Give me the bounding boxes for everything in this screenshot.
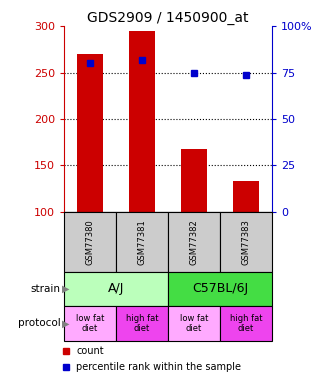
- Text: GSM77381: GSM77381: [138, 219, 147, 265]
- Title: GDS2909 / 1450900_at: GDS2909 / 1450900_at: [87, 11, 249, 25]
- Bar: [116, 212, 168, 272]
- Bar: [64, 306, 116, 341]
- Text: GSM77382: GSM77382: [189, 219, 198, 265]
- Bar: [129, 31, 155, 212]
- Text: A/J: A/J: [108, 282, 124, 295]
- Text: GSM77380: GSM77380: [85, 219, 94, 265]
- Text: percentile rank within the sample: percentile rank within the sample: [76, 362, 242, 372]
- Text: count: count: [76, 346, 104, 356]
- Bar: [168, 272, 272, 306]
- Bar: [64, 212, 116, 272]
- Bar: [168, 306, 220, 341]
- Text: ▶: ▶: [62, 318, 70, 328]
- Bar: [220, 306, 272, 341]
- Bar: [64, 272, 168, 306]
- Bar: [181, 149, 207, 212]
- Bar: [233, 181, 259, 212]
- Text: ▶: ▶: [62, 284, 70, 294]
- Bar: [168, 212, 220, 272]
- Text: GSM77383: GSM77383: [242, 219, 251, 265]
- Text: low fat
diet: low fat diet: [76, 314, 104, 333]
- Text: low fat
diet: low fat diet: [180, 314, 208, 333]
- Text: C57BL/6J: C57BL/6J: [192, 282, 248, 295]
- Bar: [116, 306, 168, 341]
- Bar: [220, 212, 272, 272]
- Text: high fat
diet: high fat diet: [126, 314, 158, 333]
- Text: protocol: protocol: [18, 318, 61, 328]
- Bar: [77, 54, 103, 212]
- Text: high fat
diet: high fat diet: [230, 314, 262, 333]
- Text: strain: strain: [31, 284, 61, 294]
